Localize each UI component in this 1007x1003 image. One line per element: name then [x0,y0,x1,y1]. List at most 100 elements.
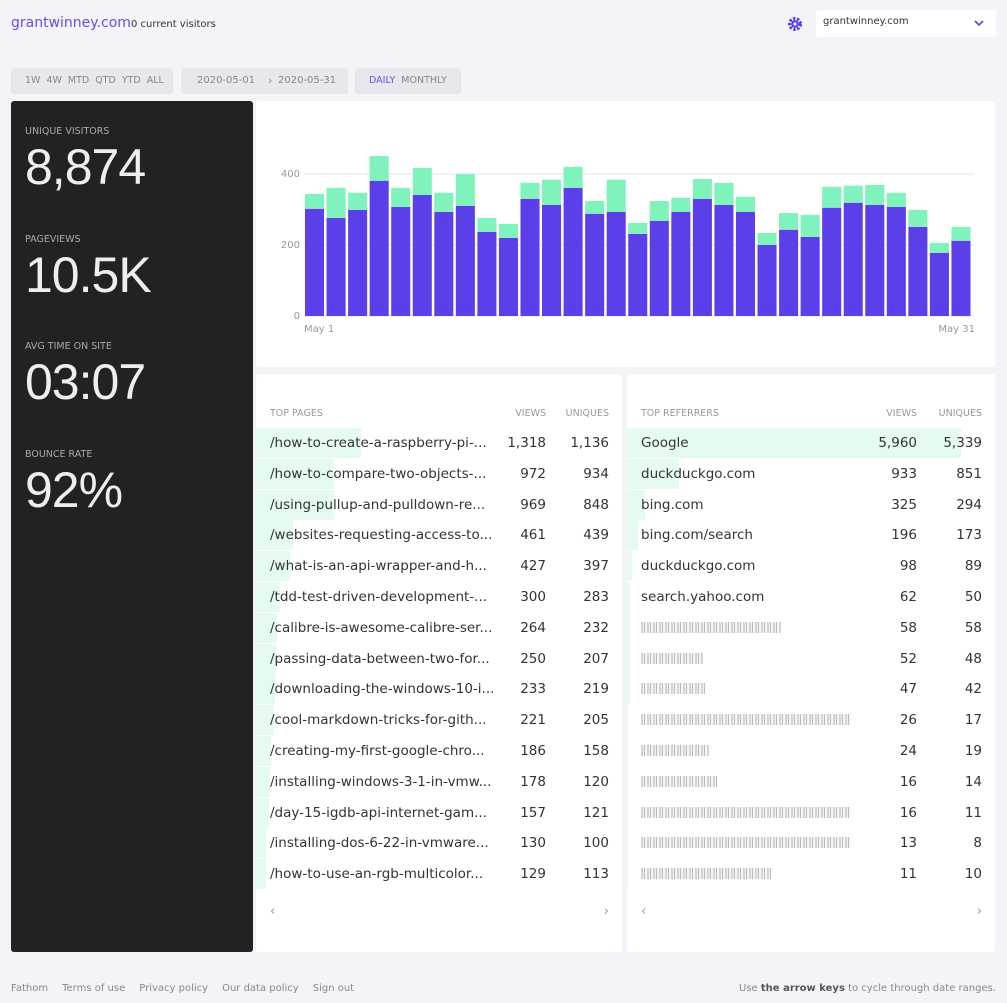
interval-button[interactable]: DAILY [369,75,396,86]
range-list: 1W 4W MTD QTD YTD ALL [25,75,164,86]
row-name[interactable]: /how-to-create-a-raspberry-pi-... [270,435,487,451]
footer-link[interactable]: Our data policy [222,983,299,994]
y-tick-label: 400 [281,169,300,180]
bar [800,214,820,237]
row-name[interactable]: /how-to-use-an-rgb-multicolor... [270,866,484,883]
bar [606,179,626,212]
pager-next[interactable]: › [603,904,609,919]
row-bar [627,582,631,612]
bar [822,207,842,316]
pager-next[interactable]: › [976,904,982,919]
column-header: UNIQUES [565,408,609,419]
row-name[interactable]: /installing-dos-6-22-in-vmware... [270,835,489,852]
range-button[interactable]: QTD [95,75,116,86]
column-header: VIEWS [886,408,917,419]
bar [542,179,562,205]
footer-link[interactable]: Terms of use [62,983,126,994]
bar [779,229,799,316]
bar [671,197,691,212]
row-name[interactable]: /installing-windows-3-1-in-vmw... [270,773,492,790]
top-referrers-card: TOP REFERRERS VIEWS UNIQUES Google 5,960 5,33… [627,374,995,952]
row-name[interactable]: bing.com/search [641,527,753,544]
row-name[interactable]: /day-15-igdb-api-internet-gam... [270,804,487,821]
row-name[interactable]: /cool-markdown-tricks-for-gith... [270,712,487,729]
footer-link[interactable]: Fathom [11,983,49,994]
row-name[interactable]: search.yahoo.com [641,589,765,605]
settings-icon[interactable] [787,16,803,32]
row-name[interactable]: /what-is-an-api-wrapper-and-h... [270,558,487,575]
stat-label: UNIQUE VISITORS [25,126,110,137]
row-uniques: 397 [583,558,609,575]
row-bar [256,736,271,766]
bar [305,208,325,316]
row-bar [256,828,267,859]
row-name[interactable]: Google [641,435,689,451]
row-bar [627,520,638,551]
bar [542,204,562,316]
bar [412,194,432,316]
row-views: 58 [899,619,917,636]
row-name[interactable]: /websites-requesting-access-to... [270,527,493,544]
bar [692,198,712,316]
interval-button[interactable]: MONTHLY [401,75,447,86]
row-name[interactable]: /calibre-is-awesome-calibre-ser... [270,619,493,636]
x-tick-label: May 31 [938,324,975,335]
range-button[interactable]: MTD [67,75,90,86]
bar [951,226,971,241]
range-button[interactable]: ALL [146,75,164,86]
bar [843,202,863,316]
row-name[interactable]: duckduckgo.com [641,465,756,482]
site-name[interactable]: grantwinney.com [11,15,131,31]
redacted-name [641,745,709,756]
date-separator: › [268,74,273,87]
footer-link[interactable]: Privacy policy [139,983,209,994]
row-views: 221 [520,712,546,729]
pager-prev[interactable]: ‹ [641,904,647,919]
row-name[interactable]: /downloading-the-windows-10-i... [270,681,495,698]
row-uniques: 934 [583,465,609,482]
site-select[interactable]: grantwinney.com [816,10,996,37]
range-button[interactable]: 4W [46,75,62,86]
row-name[interactable]: /how-to-compare-two-objects-... [270,465,487,482]
row-uniques: 19 [964,743,982,759]
range-button[interactable]: YTD [121,75,141,86]
note-bold: the arrow keys [760,983,845,994]
row-views: 178 [520,773,546,790]
date-range[interactable]: 2020-05-01 › 2020-05-31 [181,68,348,94]
row-views: 47 [899,681,917,698]
row-bar [256,458,334,489]
row-bar [256,582,280,612]
row-name[interactable]: /using-pullup-and-pulldown-re... [270,496,486,513]
row-bar [256,643,276,674]
row-bar [627,612,631,643]
row-name[interactable]: /creating-my-first-google-chro... [270,743,485,759]
bar [520,182,540,199]
row-uniques: 439 [583,527,609,544]
stat-value: 03:07 [25,354,146,410]
row-views: 325 [891,496,917,513]
y-tick-label: 200 [281,240,300,251]
interval-bar: DAILY MONTHLY [355,68,461,94]
bar [735,211,756,316]
row-views: 11 [899,866,917,883]
redacted-name [641,837,851,849]
row-name[interactable]: duckduckgo.com [641,558,756,575]
row-name[interactable]: bing.com [641,496,704,513]
range-bar: 1W 4W MTD QTD YTD ALL [11,68,173,94]
chart: 0 200 400 May 1 May 31 [281,155,975,335]
bar [369,155,389,181]
footer-link[interactable]: Sign out [312,983,355,994]
row-views: 461 [520,527,546,544]
table-title: TOP REFERRERS [641,408,719,419]
bar [800,236,820,316]
bar [908,226,928,316]
bar [305,193,325,209]
pager-prev[interactable]: ‹ [270,904,276,919]
row-views: 62 [899,589,917,605]
row-bar [256,797,269,828]
row-name[interactable]: /passing-data-between-two-for... [270,650,490,667]
range-button[interactable]: 1W [25,75,41,86]
row-views: 933 [891,465,917,482]
row-name[interactable]: /tdd-test-driven-development-... [270,589,488,605]
row-bar [627,736,629,766]
